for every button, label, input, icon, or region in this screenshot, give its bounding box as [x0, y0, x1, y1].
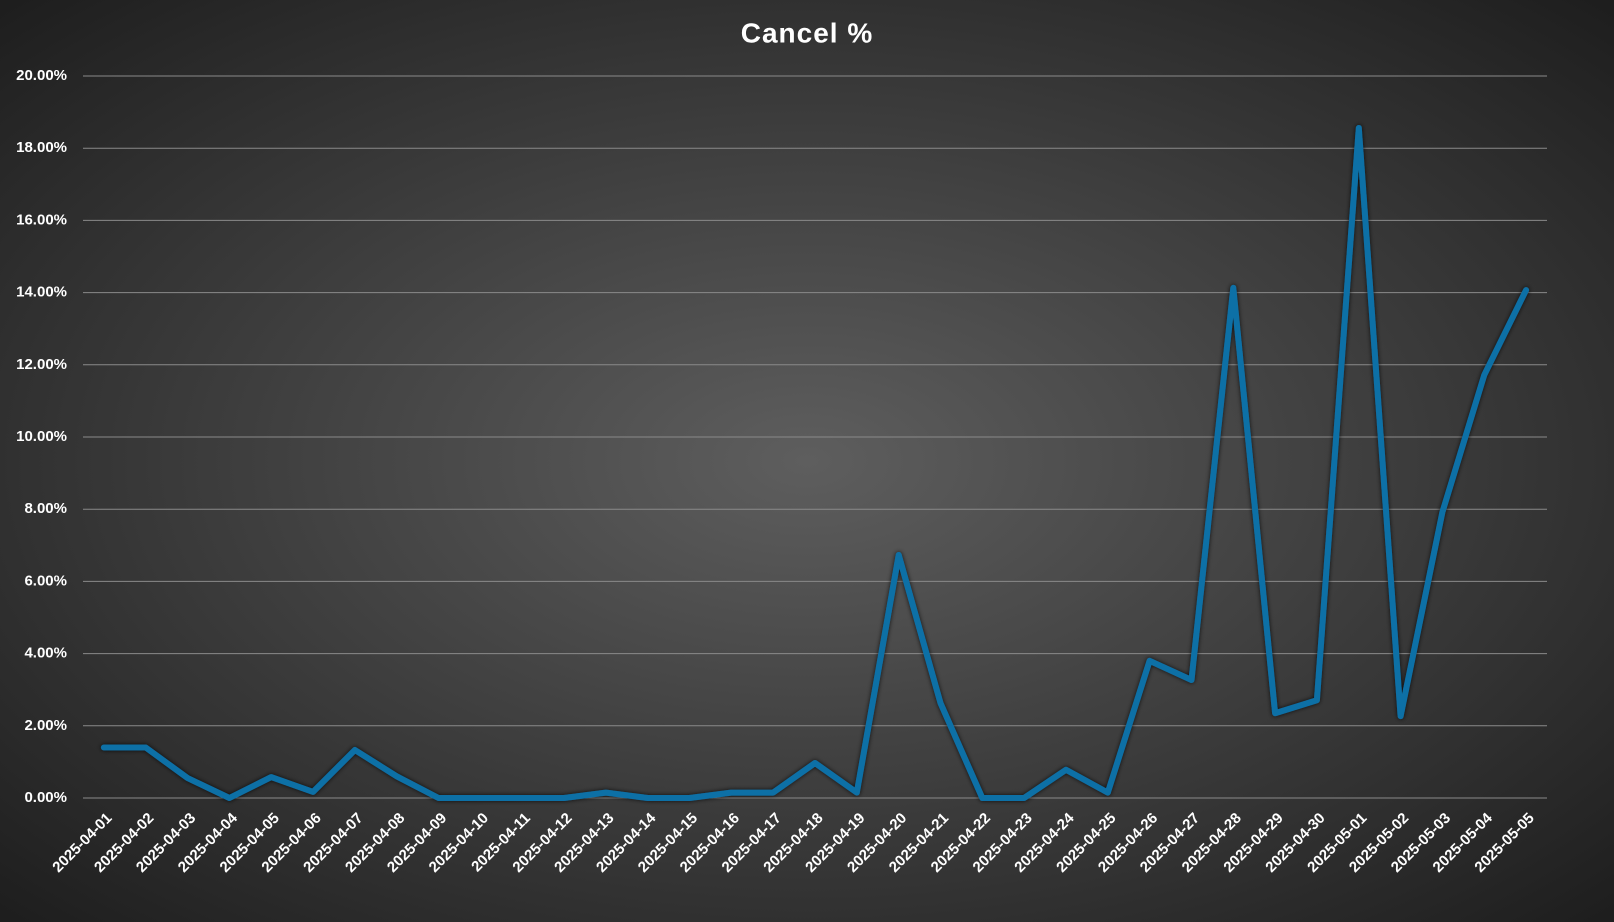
- y-tick-label: 0.00%: [24, 789, 67, 806]
- y-tick-label: 10.00%: [16, 428, 67, 445]
- y-tick-label: 18.00%: [16, 139, 67, 156]
- y-tick-label: 8.00%: [24, 500, 67, 517]
- y-tick-label: 14.00%: [16, 284, 67, 301]
- y-tick-label: 12.00%: [16, 356, 67, 373]
- y-tick-label: 4.00%: [24, 645, 67, 662]
- line: [100, 125, 1530, 801]
- y-tick-label: 20.00%: [16, 67, 67, 84]
- y-tick-label: 6.00%: [24, 572, 67, 589]
- y-tick-label: 2.00%: [24, 717, 67, 734]
- y-tick-label: 16.00%: [16, 211, 67, 228]
- chart-title: Cancel %: [741, 17, 874, 48]
